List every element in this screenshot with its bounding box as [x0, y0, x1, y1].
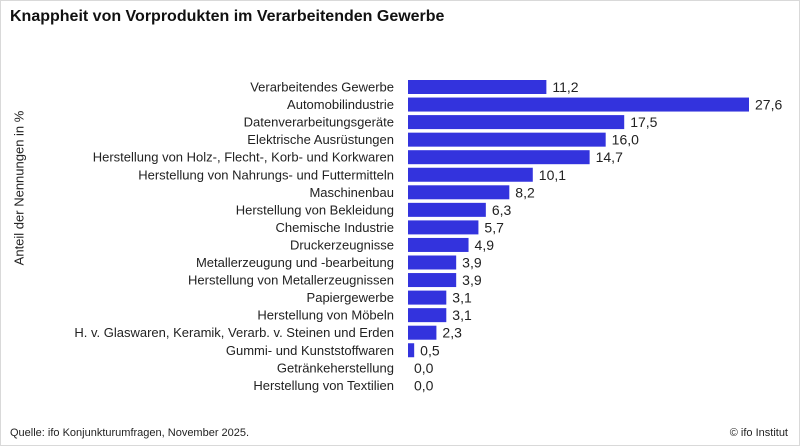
bar	[408, 97, 749, 112]
copyright-note: © ifo Institut	[729, 427, 788, 439]
category-label: Datenverarbeitungsgeräte	[244, 115, 394, 130]
category-label: Maschinenbau	[309, 185, 394, 200]
value-label: 17,5	[630, 114, 657, 130]
category-label: Automobilindustrie	[287, 97, 394, 112]
bar	[408, 115, 625, 130]
category-label: Herstellung von Möbeln	[257, 308, 394, 323]
value-label: 11,2	[552, 79, 578, 95]
bar	[408, 220, 479, 235]
bar	[408, 255, 457, 270]
category-label: H. v. Glaswaren, Keramik, Verarb. v. Ste…	[74, 325, 394, 340]
bar	[408, 167, 533, 182]
chart-title: Knappheit von Vorprodukten im Verarbeite…	[10, 8, 445, 25]
category-label: Herstellung von Textilien	[253, 378, 394, 393]
category-label: Herstellung von Holz-, Flecht-, Korb- un…	[93, 150, 394, 165]
bar	[408, 343, 415, 358]
value-label: 3,9	[462, 255, 482, 271]
value-label: 2,3	[442, 325, 462, 341]
category-label: Herstellung von Nahrungs- und Futtermitt…	[138, 167, 394, 182]
bar	[408, 325, 437, 340]
bar	[408, 150, 590, 165]
value-label: 16,0	[612, 132, 639, 148]
value-label: 5,7	[484, 219, 504, 235]
value-label: 0,0	[414, 377, 434, 393]
category-label: Herstellung von Metallerzeugnissen	[188, 273, 394, 288]
category-label: Getränkeherstellung	[277, 360, 394, 375]
bar	[408, 185, 510, 200]
category-label: Papiergewerbe	[307, 290, 394, 305]
value-label: 3,1	[452, 307, 472, 323]
value-label: 27,6	[755, 97, 782, 113]
category-label: Herstellung von Bekleidung	[236, 202, 394, 217]
value-label: 10,1	[539, 167, 566, 183]
value-label: 8,2	[515, 184, 535, 200]
bar	[408, 273, 457, 288]
value-label: 0,5	[420, 342, 440, 358]
value-label: 3,1	[452, 290, 472, 306]
bar	[408, 202, 486, 217]
category-label: Verarbeitendes Gewerbe	[250, 80, 394, 95]
source-note: Quelle: ifo Konjunkturumfragen, November…	[10, 427, 250, 439]
bar	[408, 290, 447, 305]
value-label: 14,7	[596, 149, 623, 165]
bar	[408, 237, 469, 252]
value-label: 6,3	[492, 202, 512, 218]
bar	[408, 132, 606, 147]
value-label: 0,0	[414, 360, 434, 376]
category-label: Gummi- und Kunststoffwaren	[226, 343, 394, 358]
bar	[408, 80, 547, 94]
value-label: 4,9	[475, 237, 495, 253]
category-label: Metallerzeugung und -bearbeitung	[196, 255, 394, 270]
category-label: Chemische Industrie	[276, 220, 395, 235]
category-label: Druckerzeugnisse	[290, 237, 394, 252]
value-label: 3,9	[462, 272, 482, 288]
category-label: Elektrische Ausrüstungen	[247, 132, 394, 147]
bar	[408, 308, 447, 323]
